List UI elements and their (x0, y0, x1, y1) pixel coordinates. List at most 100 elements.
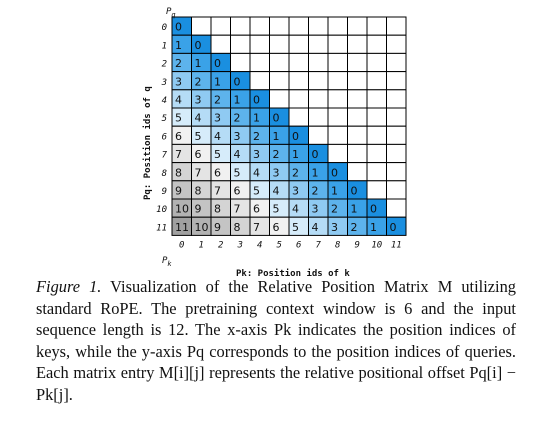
matrix-cell-value: 4 (312, 221, 319, 234)
matrix-cell-empty (230, 34, 251, 54)
matrix-cell-value: 3 (312, 203, 319, 216)
matrix-cell-value: 4 (273, 185, 280, 198)
row-tick-label: 8 (162, 169, 167, 179)
matrix-cell-empty (366, 162, 387, 182)
col-tick-label: 11 (391, 240, 402, 250)
matrix-cell-empty (308, 125, 329, 145)
matrix-cell-value: 0 (175, 21, 182, 34)
matrix-cell-value: 6 (195, 148, 202, 161)
matrix-cell-empty (269, 34, 290, 54)
col-tick-label: 2 (218, 240, 223, 250)
matrix-cell-value: 0 (195, 39, 202, 52)
matrix-cell-empty (347, 34, 368, 54)
matrix-cell-value: 3 (214, 112, 221, 125)
matrix-cell-value: 7 (214, 185, 221, 198)
matrix-cell-value: 0 (253, 94, 260, 107)
matrix-cell-value: 4 (214, 130, 221, 143)
matrix-cell-empty (347, 162, 368, 182)
row-tick-label: 5 (162, 114, 167, 124)
col-tick-label: 8 (335, 240, 340, 250)
matrix-cell-empty (269, 52, 290, 73)
matrix-cell-value: 9 (195, 203, 202, 216)
matrix-cell-value: 0 (234, 75, 241, 88)
matrix-cell-value: 0 (292, 130, 299, 143)
matrix-cell-value: 1 (253, 112, 260, 125)
matrix-cells: 01 02 1 03 2 1 04 3 2 1 05 4 3 2 1 06 5 4 3 2 1 07 6 5 4 3 2 1 08 7 6 5… (171, 16, 407, 236)
matrix-cell (386, 216, 407, 236)
matrix-cell-empty (288, 16, 309, 36)
matrix-cell-empty (347, 16, 368, 36)
matrix-cell-value: 6 (234, 185, 241, 198)
matrix-cell-value: 1 (370, 221, 377, 234)
matrix-cell-value: 7 (234, 203, 241, 216)
matrix-cell-value: 5 (175, 112, 182, 125)
x-axis-title: Pk: Position ids of k (236, 268, 350, 279)
matrix-cell-empty (327, 52, 348, 73)
matrix-cell-value: 1 (195, 57, 202, 70)
matrix-cell-empty (288, 89, 309, 109)
matrix-cell-value: 4 (234, 148, 241, 161)
matrix-cell-value: 4 (292, 203, 299, 216)
col-tick-label: 4 (257, 240, 262, 250)
matrix-cell-value: 10 (195, 221, 209, 234)
matrix-cell-value: 11 (175, 221, 189, 234)
matrix-cell-value: 0 (312, 148, 319, 161)
matrix-cell-empty (249, 52, 270, 73)
matrix-cell-empty (308, 52, 329, 73)
matrix-cell-empty (308, 16, 329, 36)
matrix-cell-value: 2 (312, 185, 319, 198)
matrix-cell-empty (249, 71, 270, 91)
matrix-cell-value: 5 (292, 221, 299, 234)
matrix-cell-value: 0 (351, 185, 358, 198)
figure-caption: Figure 1. Visualization of the Relative … (36, 276, 516, 406)
matrix-cell-value: 2 (175, 57, 182, 70)
matrix-cell-value: 1 (331, 185, 338, 198)
matrix-cell-empty (386, 107, 407, 127)
y-axis-title: Pq: Position ids of q (142, 86, 153, 200)
matrix-cell-empty (366, 125, 387, 145)
matrix-cell-value: 8 (195, 185, 202, 198)
matrix-cell-value: 7 (253, 221, 260, 234)
row-tick-label: 1 (162, 41, 167, 51)
matrix-cell-value: 6 (253, 203, 260, 216)
caption-text: Visualization of the Relative Position M… (36, 277, 516, 404)
matrix-cell-empty (327, 71, 348, 91)
matrix-cell-empty (249, 34, 270, 54)
matrix-cell-empty (327, 107, 348, 127)
pk-axis-symbol: Pk (162, 256, 172, 268)
matrix-cell-empty (327, 16, 348, 36)
matrix-cell-empty (366, 143, 387, 164)
matrix-cell-value: 3 (273, 166, 280, 179)
col-tick-label: 5 (277, 240, 282, 250)
matrix-cell-value: 6 (273, 221, 280, 234)
matrix-cell-value: 0 (331, 166, 338, 179)
row-tick-label: 11 (156, 223, 167, 233)
matrix-cell-value: 8 (234, 221, 241, 234)
pq-top-label: Pq (166, 7, 176, 19)
matrix-cell-value: 1 (214, 75, 221, 88)
matrix-cell-empty (386, 89, 407, 109)
matrix-cell-empty (386, 52, 407, 73)
row-tick-label: 2 (162, 60, 167, 70)
matrix-cell-value: 2 (214, 94, 221, 107)
matrix-cell-empty (327, 143, 348, 164)
matrix-cell-value: 2 (292, 166, 299, 179)
matrix-cell-empty (347, 143, 368, 164)
matrix-cell-empty (327, 125, 348, 145)
matrix-cell-value: 2 (195, 75, 202, 88)
matrix-cell-empty (386, 125, 407, 145)
matrix-cell-value: 2 (253, 130, 260, 143)
matrix-cell-empty (210, 34, 231, 54)
matrix-cell-value: 5 (273, 203, 280, 216)
matrix-cell-empty (269, 16, 290, 36)
matrix-cell-value: 9 (175, 185, 182, 198)
matrix-cell-value: 7 (175, 148, 182, 161)
matrix-cell-value: 3 (234, 130, 241, 143)
matrix-cell-value: 3 (292, 185, 299, 198)
matrix-cell-value: 1 (292, 148, 299, 161)
row-tick-label: 10 (156, 205, 167, 215)
matrix-cell-empty (366, 52, 387, 73)
matrix-cell-value: 0 (214, 57, 221, 70)
row-tick-label: 6 (162, 132, 167, 142)
matrix-cell-value: 6 (175, 130, 182, 143)
